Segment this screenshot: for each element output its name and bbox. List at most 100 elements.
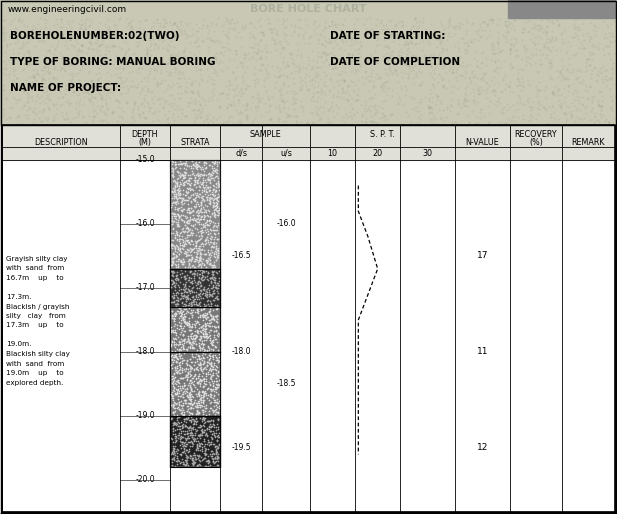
Point bbox=[168, 299, 178, 307]
Point bbox=[185, 267, 195, 276]
Point bbox=[261, 66, 271, 74]
Point bbox=[186, 395, 196, 403]
Point bbox=[100, 95, 110, 103]
Point bbox=[379, 112, 389, 120]
Point bbox=[80, 20, 90, 28]
Point bbox=[595, 121, 605, 129]
Point bbox=[201, 362, 210, 371]
Point bbox=[194, 391, 204, 399]
Point bbox=[197, 288, 207, 297]
Point bbox=[202, 23, 212, 31]
Point bbox=[197, 397, 207, 406]
Point bbox=[207, 341, 217, 350]
Point bbox=[194, 97, 204, 105]
Point bbox=[194, 158, 204, 166]
Point bbox=[178, 392, 188, 400]
Point bbox=[205, 326, 215, 334]
Point bbox=[166, 36, 176, 45]
Point bbox=[586, 70, 596, 78]
Point bbox=[204, 358, 213, 366]
Point bbox=[167, 364, 176, 373]
Point bbox=[193, 209, 203, 217]
Point bbox=[188, 88, 198, 97]
Point bbox=[176, 291, 186, 300]
Point bbox=[117, 55, 127, 63]
Point bbox=[334, 76, 344, 84]
Point bbox=[176, 194, 186, 202]
Point bbox=[381, 78, 391, 86]
Point bbox=[176, 258, 186, 266]
Point bbox=[460, 84, 470, 93]
Point bbox=[391, 21, 400, 29]
Point bbox=[548, 89, 558, 98]
Point bbox=[199, 96, 209, 104]
Point bbox=[209, 270, 218, 279]
Point bbox=[213, 253, 223, 262]
Point bbox=[179, 47, 189, 56]
Point bbox=[489, 80, 499, 88]
Point bbox=[414, 22, 424, 30]
Point bbox=[17, 66, 27, 74]
Point bbox=[169, 19, 179, 27]
Point bbox=[213, 366, 223, 375]
Point bbox=[103, 77, 113, 85]
Point bbox=[360, 68, 370, 77]
Point bbox=[185, 355, 195, 363]
Point bbox=[210, 458, 220, 467]
Point bbox=[403, 29, 413, 38]
Point bbox=[604, 75, 614, 83]
Point bbox=[172, 405, 181, 413]
Point bbox=[195, 251, 205, 260]
Point bbox=[464, 118, 474, 126]
Point bbox=[175, 460, 184, 468]
Point bbox=[382, 48, 392, 57]
Point bbox=[212, 199, 222, 208]
Point bbox=[237, 62, 247, 70]
Point bbox=[189, 366, 199, 374]
Point bbox=[317, 48, 327, 57]
Point bbox=[9, 45, 19, 53]
Point bbox=[180, 317, 190, 325]
Point bbox=[607, 55, 616, 63]
Point bbox=[408, 23, 418, 31]
Point bbox=[209, 252, 219, 260]
Point bbox=[332, 31, 342, 39]
Point bbox=[165, 71, 175, 80]
Point bbox=[261, 52, 271, 61]
Point bbox=[180, 281, 190, 289]
Point bbox=[347, 103, 357, 112]
Point bbox=[198, 228, 208, 236]
Point bbox=[394, 50, 404, 59]
Point bbox=[208, 336, 218, 344]
Point bbox=[210, 433, 220, 442]
Point bbox=[558, 62, 568, 70]
Point bbox=[1, 29, 10, 37]
Point bbox=[188, 454, 197, 462]
Point bbox=[183, 171, 193, 179]
Point bbox=[198, 119, 208, 127]
Point bbox=[487, 16, 497, 25]
Point bbox=[481, 54, 491, 62]
Point bbox=[189, 449, 199, 457]
Point bbox=[271, 103, 281, 111]
Point bbox=[142, 77, 152, 85]
Point bbox=[83, 58, 93, 66]
Point bbox=[185, 278, 195, 286]
Point bbox=[385, 111, 395, 119]
Point bbox=[184, 273, 194, 282]
Point bbox=[144, 70, 154, 78]
Point bbox=[176, 272, 186, 281]
Point bbox=[209, 286, 218, 294]
Point bbox=[370, 90, 379, 99]
Point bbox=[611, 76, 617, 84]
Point bbox=[201, 256, 211, 264]
Point bbox=[333, 103, 343, 112]
Point bbox=[450, 42, 460, 50]
Point bbox=[318, 87, 328, 96]
Point bbox=[291, 95, 300, 103]
Point bbox=[205, 297, 215, 305]
Point bbox=[184, 301, 194, 309]
Point bbox=[153, 95, 163, 103]
Point bbox=[178, 255, 188, 263]
Point bbox=[313, 105, 323, 113]
